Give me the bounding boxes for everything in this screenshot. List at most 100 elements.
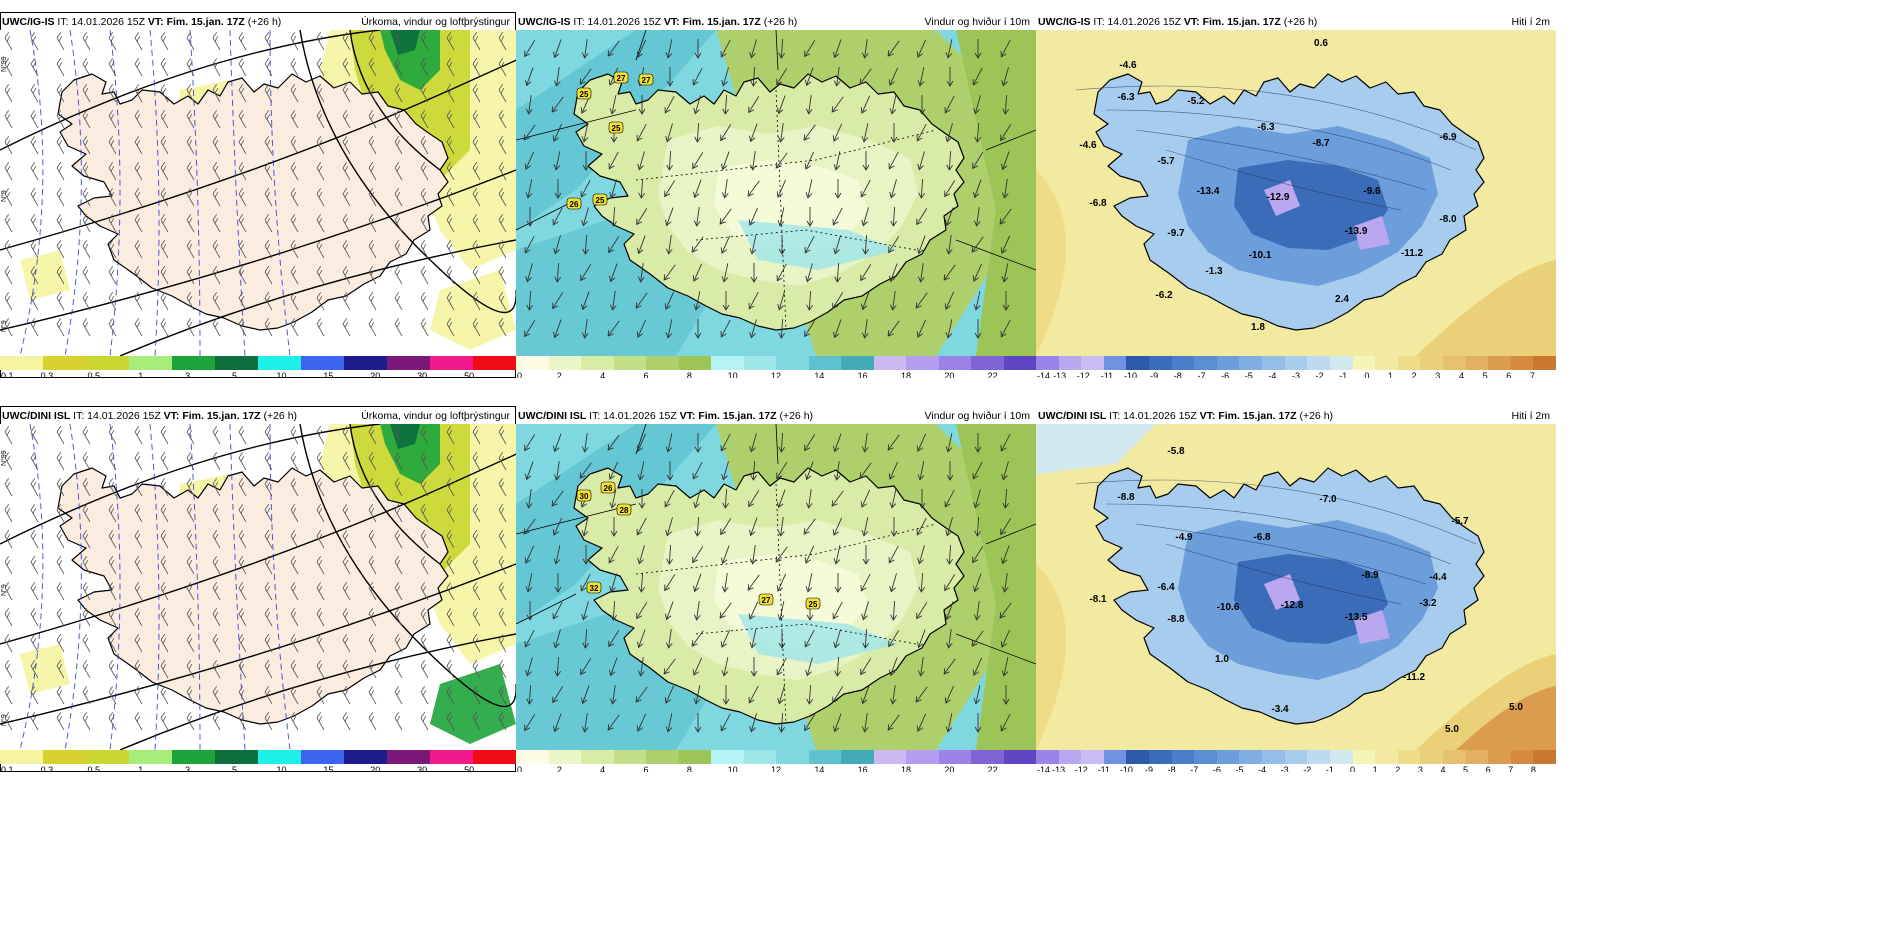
- wind-arrow-icon: [833, 713, 842, 733]
- wind-barb-icon: [316, 214, 325, 233]
- wind-arrow-icon: [666, 67, 674, 87]
- colorbar-swatch: [1262, 750, 1286, 764]
- temp-label: -5.7: [1157, 156, 1175, 167]
- colorbar-swatch: [776, 356, 809, 370]
- colorbar-tick: -1: [1325, 765, 1334, 772]
- colorbar-tick: 10: [276, 371, 287, 378]
- wind-barb-icon: [498, 214, 507, 233]
- wind-barb-icon: [30, 478, 39, 497]
- wind-arrow-icon: [889, 291, 897, 311]
- wind-barb-icon: [212, 608, 221, 627]
- wind-barb-icon: [446, 608, 455, 627]
- colorbar-tick: 12: [770, 371, 782, 378]
- wind-arrow-icon: [833, 629, 841, 649]
- wind-barb-icon: [30, 32, 39, 51]
- wind-barb-icon: [186, 712, 195, 731]
- gust-label: 27: [638, 73, 654, 86]
- wind-arrow-icon: [834, 262, 842, 283]
- wind-barb-icon: [186, 318, 195, 337]
- wind-barb-icon: [30, 84, 39, 103]
- wind-barb-icon: [160, 712, 169, 731]
- wind-barb-icon: [186, 32, 195, 51]
- colorbar-swatch: [344, 356, 388, 370]
- wind-barb-icon: [316, 426, 325, 445]
- colorbar-tick: 30: [417, 371, 428, 378]
- wind-arrow-icon: [523, 124, 536, 141]
- colorbar-swatch: [1126, 356, 1150, 370]
- panel-title: Hiti í 2m: [1511, 16, 1550, 28]
- wind-barb-icon: [264, 426, 273, 445]
- svg-text:26: 26: [604, 484, 613, 493]
- wind-barb-icon: [446, 318, 455, 337]
- sector-line: [985, 129, 1036, 151]
- lead-time: (+26 h): [247, 16, 282, 28]
- wind-arrow-icon: [777, 291, 785, 311]
- wind-barb-icon: [134, 214, 143, 233]
- wind-barb-icon: [342, 530, 351, 549]
- wind-arrow-icon: [525, 67, 534, 87]
- wind-barb-icon: [368, 188, 377, 207]
- wind-barb-icon: [472, 32, 481, 51]
- wind-barb-icon: [368, 686, 377, 705]
- colorbar-tick: 3: [185, 371, 191, 378]
- wind-barb-icon: [368, 136, 377, 155]
- init-time: IT: 14.01.2026 15Z: [1109, 410, 1197, 422]
- wind-barb-icon: [212, 582, 221, 601]
- wind-barb-icon: [4, 712, 13, 731]
- wind-arrow-icon: [1000, 319, 1011, 338]
- wind-barb-icon: [30, 426, 39, 445]
- wind-barb-icon: [82, 582, 91, 601]
- wind-arrow-icon: [806, 684, 814, 705]
- wind-barb-icon: [238, 266, 247, 285]
- wind-barb-icon: [238, 608, 247, 627]
- colorbar-swatch: [1510, 356, 1534, 370]
- wind-arrow-icon: [581, 685, 590, 705]
- wind-barb-icon: [186, 162, 195, 181]
- wind-arrow-icon: [944, 291, 955, 310]
- wind-arrow-icon: [917, 461, 925, 481]
- wind-arrow-icon: [580, 658, 592, 676]
- wind-barb-icon: [186, 240, 195, 259]
- temp-map: 0.6 -4.6 -6.3 -4.6 -5.7 -6.8 -5.2 -6.3 -8.7 -6.9 -…: [1036, 30, 1556, 356]
- wind-arrow-icon: [888, 236, 900, 254]
- wind-arrow-icon: [916, 433, 927, 452]
- colorbar-tick: 7: [1529, 371, 1535, 378]
- wind-arrow-icon: [608, 630, 620, 648]
- wind-arrow-icon: [636, 208, 648, 226]
- wind-arrow-icon: [610, 600, 618, 621]
- wind-barb-icon: [446, 712, 455, 731]
- wind-barb-icon: [472, 136, 481, 155]
- gust-label: 28: [616, 503, 632, 516]
- wind-arrow-icon: [944, 574, 956, 592]
- wind-arrow-icon: [999, 208, 1012, 225]
- colorbar-tick: 0.1: [1, 765, 14, 772]
- valid-time: VT: Fim. 15.jan. 17Z: [163, 410, 261, 422]
- colorbar-tick: 1: [1388, 371, 1394, 378]
- wind-barb-icon: [238, 634, 247, 653]
- wind-arrow-icon: [776, 573, 787, 592]
- wind-barb-icon: [186, 136, 195, 155]
- wind-barb-icon: [134, 266, 143, 285]
- wind-barb-icon: [342, 32, 351, 51]
- wind-barb-icon: [290, 318, 299, 337]
- wind-barb-icon: [212, 292, 221, 311]
- wind-arrow-icon: [720, 713, 731, 732]
- wind-barb-icon: [160, 530, 169, 549]
- wind-arrow-icon: [777, 601, 785, 621]
- colorbar-swatch: [1397, 750, 1421, 764]
- wind-arrow-icon: [720, 124, 732, 142]
- colorbar-tick: -3: [1280, 765, 1289, 772]
- wind-barb-icon: [394, 84, 403, 103]
- wind-arrow-icon: [525, 461, 534, 481]
- wind-barb-icon: [420, 556, 429, 575]
- colorbar-swatch: [473, 750, 516, 764]
- wind-arrow-icon: [553, 67, 561, 87]
- wind-arrow-icon: [609, 489, 617, 509]
- colorbar-tick: 3: [1435, 371, 1441, 378]
- wind-arrow-icon: [1001, 573, 1009, 593]
- wind-barb-icon: [30, 266, 39, 285]
- wind-arrow-icon: [552, 517, 563, 536]
- colorbar-tick: 6: [1506, 371, 1512, 378]
- wind-arrow-icon: [945, 207, 954, 227]
- wind-arrow-icon: [693, 573, 702, 593]
